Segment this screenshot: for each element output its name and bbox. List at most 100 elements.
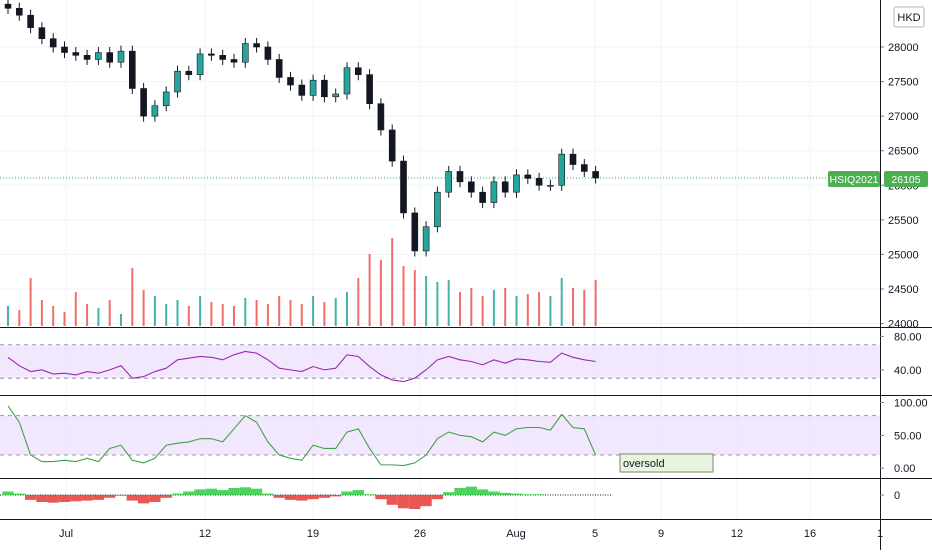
currency-button-box[interactable] bbox=[893, 6, 925, 28]
volume-bar bbox=[346, 292, 348, 326]
price-tick-label: 25000 bbox=[888, 249, 919, 261]
macd-bar bbox=[70, 495, 82, 502]
volume-bar bbox=[447, 280, 450, 326]
candle-body bbox=[321, 79, 328, 98]
candle-body bbox=[230, 59, 238, 63]
volume-bar bbox=[108, 300, 111, 326]
macd-bar bbox=[205, 488, 218, 495]
volume-bar bbox=[74, 292, 77, 326]
stoch-tick-label: 100.00 bbox=[894, 398, 928, 410]
volume-bar bbox=[481, 296, 484, 326]
volume-bar bbox=[63, 312, 66, 326]
price-tick-label: 24000 bbox=[888, 319, 919, 331]
candle-body bbox=[4, 3, 12, 9]
volume-bar bbox=[278, 296, 281, 326]
volume-bar bbox=[357, 278, 360, 326]
candle-body bbox=[242, 43, 249, 63]
volume-bar bbox=[142, 290, 145, 326]
rsi-line bbox=[7, 350, 596, 383]
x-tick-label: 19 bbox=[307, 528, 319, 540]
price-tick-label: 27000 bbox=[888, 111, 919, 123]
volume-bar bbox=[176, 300, 179, 326]
annotation-box[interactable] bbox=[619, 453, 714, 473]
volume-bar bbox=[187, 306, 190, 326]
volume-bar bbox=[312, 296, 315, 326]
volume-layer bbox=[7, 238, 597, 326]
volume-bar bbox=[560, 278, 563, 326]
macd-bar bbox=[2, 491, 14, 495]
macd-bar bbox=[137, 495, 150, 504]
macd-bar bbox=[115, 495, 127, 496]
macd-bar bbox=[160, 495, 172, 498]
volume-bar bbox=[436, 282, 439, 326]
candle-body bbox=[332, 93, 340, 98]
volume-bar bbox=[594, 280, 597, 326]
candle-body bbox=[411, 212, 419, 252]
candle-body bbox=[501, 181, 509, 193]
macd-bar bbox=[522, 494, 534, 495]
volume-bar bbox=[425, 276, 428, 326]
candle-body bbox=[151, 105, 159, 117]
volume-bar bbox=[165, 304, 168, 326]
candle-body bbox=[196, 53, 204, 75]
candle-body bbox=[129, 50, 136, 89]
candle-body bbox=[513, 174, 520, 193]
macd-bar bbox=[217, 490, 229, 495]
candle-body bbox=[174, 70, 181, 93]
candle-body bbox=[354, 67, 362, 75]
volume-bar bbox=[492, 290, 495, 326]
candle-body bbox=[569, 153, 577, 165]
candle-body bbox=[72, 52, 80, 56]
candle-body bbox=[95, 52, 102, 60]
currency-button[interactable]: HKD bbox=[897, 12, 920, 24]
macd-bar bbox=[194, 489, 206, 495]
candle-body bbox=[38, 27, 46, 40]
annotation-text: oversold bbox=[623, 458, 665, 470]
price-tick-label: 24500 bbox=[888, 284, 919, 296]
symbol-tag: HSIQ2021 bbox=[829, 174, 878, 186]
macd-tick-label: 0 bbox=[894, 490, 900, 502]
stoch-tick-label: 0.00 bbox=[894, 463, 915, 475]
volume-bar bbox=[233, 306, 235, 326]
price-tick-label: 26500 bbox=[888, 146, 919, 158]
candle-body bbox=[298, 84, 306, 96]
candle-body bbox=[456, 171, 464, 183]
volume-bar bbox=[504, 288, 507, 326]
candle-body bbox=[49, 38, 57, 48]
macd-bar bbox=[47, 495, 59, 503]
x-tick-label: 5 bbox=[592, 528, 598, 540]
macd-bar bbox=[330, 495, 342, 497]
macd-bar bbox=[273, 495, 285, 498]
candle-layer bbox=[4, 0, 599, 257]
rsi-tick-label: 40.00 bbox=[894, 365, 922, 377]
volume-bar bbox=[153, 296, 156, 326]
macd-bar bbox=[36, 495, 48, 502]
macd-bar bbox=[431, 495, 444, 500]
volume-bar bbox=[199, 296, 202, 326]
macd-bar bbox=[239, 487, 251, 495]
macd-bar bbox=[228, 488, 240, 495]
macd-bar bbox=[250, 488, 263, 495]
volume-bar bbox=[86, 304, 89, 326]
macd-bar bbox=[262, 493, 274, 495]
candle-body bbox=[388, 129, 396, 162]
macd-bar bbox=[183, 491, 195, 495]
candle-body bbox=[400, 160, 407, 214]
candle-body bbox=[580, 164, 588, 172]
candle-body bbox=[445, 171, 453, 193]
macd-bar bbox=[171, 493, 184, 495]
macd-bar bbox=[488, 491, 500, 495]
volume-bar bbox=[334, 298, 337, 326]
price-tick-label: 28000 bbox=[888, 42, 919, 54]
macd-bar bbox=[397, 495, 410, 509]
price-tick-label: 27500 bbox=[888, 77, 919, 89]
volume-bar bbox=[549, 296, 552, 326]
macd-bar bbox=[126, 495, 138, 501]
macd-bar bbox=[296, 495, 308, 501]
candle-body bbox=[208, 53, 215, 56]
macd-bar bbox=[375, 495, 387, 500]
candle-body bbox=[15, 7, 23, 16]
volume-bar bbox=[379, 260, 382, 326]
